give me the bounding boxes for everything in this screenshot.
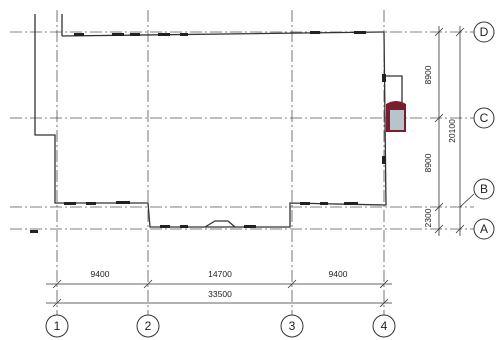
wall-detail <box>116 201 130 204</box>
column-bubbles: 1 2 3 4 <box>45 314 396 338</box>
grid-label-1: 1 <box>54 319 61 333</box>
dimension-14700: 14700 <box>208 269 232 279</box>
wall-detail <box>112 33 124 36</box>
dim-tick <box>434 113 444 123</box>
grid-label-C: C <box>480 111 489 125</box>
grid-bubble-B-leader <box>459 193 475 208</box>
dim-tick <box>379 279 389 289</box>
protrusion-wall <box>386 75 403 112</box>
grid-label-3: 3 <box>289 319 296 333</box>
wall-detail <box>310 31 320 34</box>
door-panel <box>390 110 404 130</box>
wall-detail <box>300 202 310 205</box>
wall-detail <box>86 202 96 205</box>
dimension-total-horizontal: 33500 <box>208 289 232 299</box>
wall-detail <box>354 31 366 34</box>
dimension-ticks-vertical <box>434 27 465 234</box>
wall-detail <box>64 202 76 205</box>
dim-tick <box>434 224 444 234</box>
building-outline <box>30 14 406 233</box>
horizontal-dimensions: 9400 14700 9400 33500 <box>46 269 392 308</box>
wall-detail <box>130 33 140 36</box>
dim-tick <box>455 27 465 37</box>
grid-label-A: A <box>480 222 488 236</box>
grid-bubble-3 <box>280 314 304 338</box>
dim-tick <box>287 279 297 289</box>
dimension-9400-right: 9400 <box>329 269 348 279</box>
grid-bubble-4 <box>372 314 396 338</box>
grid-label-2: 2 <box>145 319 152 333</box>
dim-tick <box>434 27 444 37</box>
notch-wall <box>204 220 236 228</box>
wall-detail <box>344 202 358 205</box>
dim-tick <box>52 298 62 308</box>
wall-detail <box>74 33 84 36</box>
wall-detail <box>382 74 386 82</box>
dimension-ticks <box>52 279 389 308</box>
wall-detail <box>160 225 170 228</box>
dim-tick <box>379 298 389 308</box>
dim-tick <box>455 224 465 234</box>
grid-bubble-B <box>473 178 495 200</box>
wall-detail <box>30 230 38 233</box>
grid-bubble-D <box>473 21 495 43</box>
dimension-total-vertical: 20100 <box>447 119 457 143</box>
grid-bubble-A <box>473 218 495 240</box>
dim-tick <box>52 279 62 289</box>
grid-label-D: D <box>480 25 489 39</box>
row-bubbles: D C B A <box>459 21 495 240</box>
wall-detail <box>180 33 188 36</box>
grid-label-B: B <box>480 182 488 196</box>
grid-bubble-1 <box>45 314 69 338</box>
grid-bubble-C <box>473 107 495 129</box>
exterior-wall <box>34 14 387 228</box>
wall-detail <box>158 33 170 36</box>
dimension-9400-left: 9400 <box>91 269 110 279</box>
wall-detail <box>382 156 386 164</box>
dim-tick <box>143 279 153 289</box>
grid-label-4: 4 <box>381 319 388 333</box>
grid-bubble-2 <box>136 314 160 338</box>
wall-detail <box>244 225 256 228</box>
vertical-dimensions: 8900 8900 2300 20100 <box>423 26 465 236</box>
dim-tick <box>434 202 444 212</box>
wall-detail <box>320 202 328 205</box>
wall-detail <box>180 225 188 228</box>
dimension-2300: 2300 <box>423 208 433 227</box>
dimension-8900-top: 8900 <box>423 65 433 84</box>
dimension-8900-bottom: 8900 <box>423 153 433 172</box>
